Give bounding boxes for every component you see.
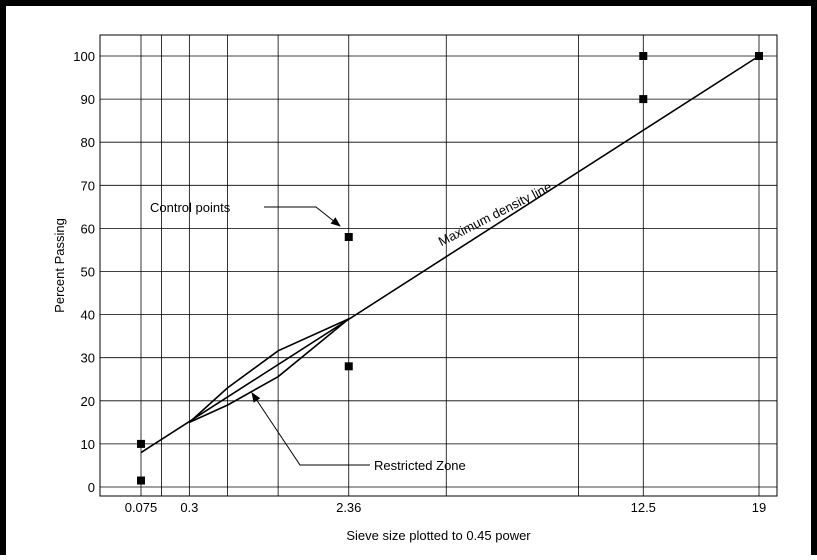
y-tick-label: 70	[81, 178, 95, 193]
control-point-marker	[639, 52, 648, 60]
y-tick-label: 90	[81, 92, 95, 107]
control-points-leader	[264, 206, 341, 227]
restricted-zone-leader	[251, 392, 370, 466]
x-tick-label: 2.36	[336, 500, 361, 515]
x-tick-label: 12.5	[631, 500, 656, 515]
y-tick-label: 60	[81, 221, 95, 236]
x-tick-label: 19	[752, 500, 766, 515]
y-tick-label: 100	[73, 49, 95, 64]
y-axis-title: Percent Passing	[52, 218, 67, 313]
series-restricted-zone	[188, 318, 350, 424]
plot-area	[99, 34, 778, 497]
control-point-marker	[639, 95, 648, 104]
y-tick-label: 80	[81, 135, 95, 150]
gridlines	[100, 35, 777, 496]
x-axis-title: Sieve size plotted to 0.45 power	[346, 528, 531, 543]
control-point-marker	[344, 233, 353, 242]
x-tick-label: 0.3	[180, 500, 198, 515]
x-tick-label: 0.075	[125, 500, 158, 515]
y-tick-label: 40	[81, 308, 95, 323]
y-tick-label: 20	[81, 394, 95, 409]
series-layer	[137, 52, 763, 485]
right-border	[811, 0, 817, 555]
y-tick-label: 30	[81, 351, 95, 366]
tick-labels: 0 10 20 30 40 50 60 70 80 90 100 0.075 0.3 2.36 12.5 19	[73, 49, 766, 515]
control-point-marker	[755, 52, 763, 60]
restricted-zone-label: Restricted Zone	[374, 458, 466, 473]
control-point-marker	[137, 476, 145, 485]
series-max-density-line	[140, 55, 760, 454]
y-tick-label: 0	[88, 480, 95, 495]
y-tick-label: 50	[81, 265, 95, 280]
top-border	[0, 0, 817, 6]
left-border	[0, 0, 6, 555]
control-points-label: Control points	[150, 200, 231, 215]
control-point-marker	[137, 439, 145, 448]
control-point-marker	[344, 362, 353, 371]
y-tick-label: 10	[81, 437, 95, 452]
